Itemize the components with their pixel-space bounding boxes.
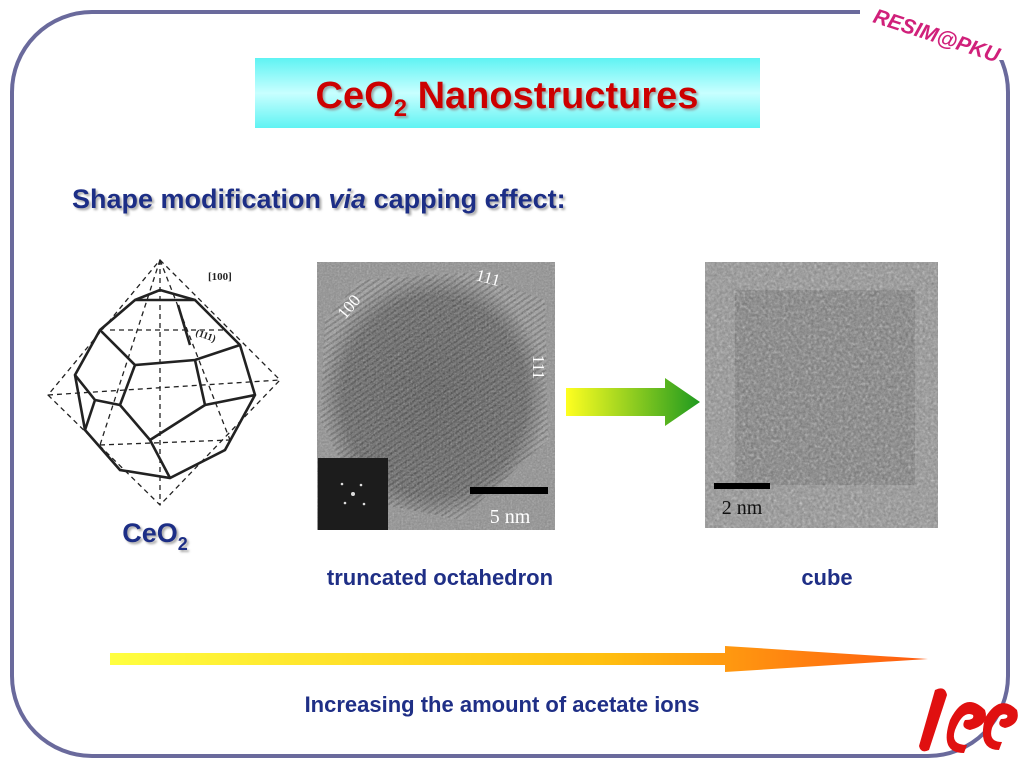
- emblem: [919, 688, 1018, 753]
- title-subscript: 2: [394, 95, 407, 122]
- crystal-diagram: [47, 259, 281, 506]
- diagram-caption-formula: CeO: [122, 518, 178, 548]
- title-formula: CeO: [316, 75, 394, 117]
- logo-bg: [860, 0, 1024, 60]
- caption-truncated-octahedron: truncated octahedron: [327, 565, 553, 590]
- scale-label-1: 5 nm: [490, 506, 531, 528]
- trend-arrow: [110, 646, 928, 672]
- slide-frame: [10, 10, 1010, 758]
- caption-cube: cube: [801, 565, 852, 590]
- subtitle-italic: via: [329, 184, 367, 214]
- diagram-label-100: [100]: [208, 271, 232, 283]
- shape-arrow: [566, 378, 700, 426]
- scale-label-2: 2 nm: [722, 497, 763, 519]
- diagram-caption: CeO2: [122, 518, 188, 554]
- diagram-caption-subscript: 2: [178, 534, 188, 554]
- title-box: [255, 58, 760, 128]
- tem-image-truncated-octahedron: [317, 262, 555, 530]
- subtitle-after: capping effect:: [366, 184, 566, 214]
- subtitle-before: Shape modification: [72, 184, 329, 214]
- trend-caption: Increasing the amount of acetate ions: [305, 692, 700, 717]
- title-rest: Nanostructures: [407, 75, 698, 117]
- title: CeO2 Nanostructures: [316, 75, 699, 122]
- tem-image-cube: [705, 262, 938, 528]
- facet-label-111-right: 111: [529, 355, 548, 379]
- subtitle: Shape modification via capping effect:: [72, 184, 566, 214]
